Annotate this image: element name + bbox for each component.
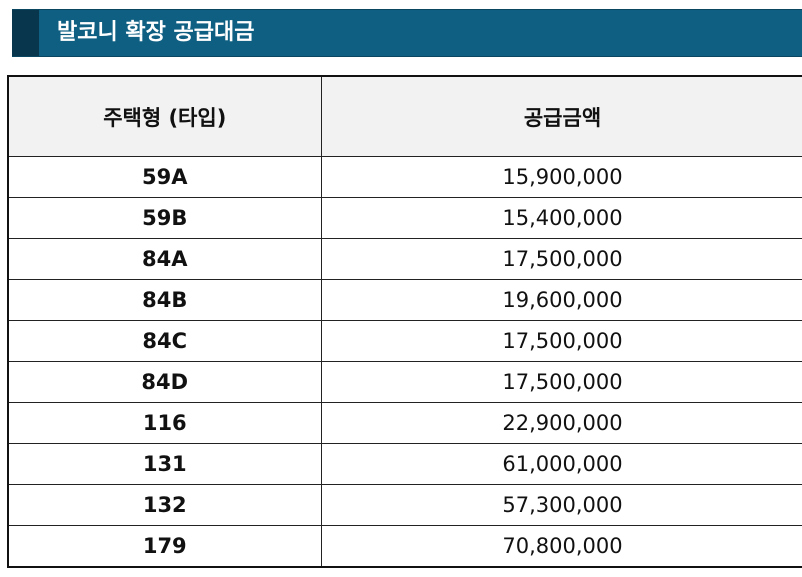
title-accent-block	[12, 10, 39, 56]
table-row: 59A 15,900,000	[7, 156, 802, 198]
table-row: 84C 17,500,000	[7, 320, 802, 362]
amount-cell: 17,500,000	[320, 320, 802, 362]
type-cell: 84D	[7, 361, 322, 403]
type-cell: 59A	[7, 156, 322, 198]
table-row: 131 61,000,000	[7, 443, 802, 485]
table-row: 132 57,300,000	[7, 484, 802, 526]
amount-cell: 70,800,000	[320, 525, 802, 568]
table-row: 116 22,900,000	[7, 402, 802, 444]
amount-cell: 15,900,000	[320, 156, 802, 198]
amount-cell: 17,500,000	[320, 238, 802, 280]
amount-cell: 17,500,000	[320, 361, 802, 403]
table-header-row: 주택형 (타입) 공급금액	[7, 75, 802, 157]
table-row: 84D 17,500,000	[7, 361, 802, 403]
type-cell: 59B	[7, 197, 322, 239]
column-header-type: 주택형 (타입)	[7, 75, 322, 157]
page-title: 발코니 확장 공급대금	[57, 20, 255, 45]
type-cell: 84B	[7, 279, 322, 321]
type-cell: 131	[7, 443, 322, 485]
supply-price-table: 주택형 (타입) 공급금액 59A 15,900,000 59B 15,400,…	[7, 75, 802, 568]
type-cell: 179	[7, 525, 322, 568]
type-cell: 84A	[7, 238, 322, 280]
table-row: 84A 17,500,000	[7, 238, 802, 280]
column-header-amount: 공급금액	[320, 75, 802, 157]
amount-cell: 19,600,000	[320, 279, 802, 321]
amount-cell: 22,900,000	[320, 402, 802, 444]
table-row: 179 70,800,000	[7, 525, 802, 568]
amount-cell: 61,000,000	[320, 443, 802, 485]
title-bar: 발코니 확장 공급대금	[12, 9, 802, 57]
type-cell: 84C	[7, 320, 322, 362]
amount-cell: 57,300,000	[320, 484, 802, 526]
amount-cell: 15,400,000	[320, 197, 802, 239]
table-row: 59B 15,400,000	[7, 197, 802, 239]
type-cell: 116	[7, 402, 322, 444]
type-cell: 132	[7, 484, 322, 526]
table-row: 84B 19,600,000	[7, 279, 802, 321]
